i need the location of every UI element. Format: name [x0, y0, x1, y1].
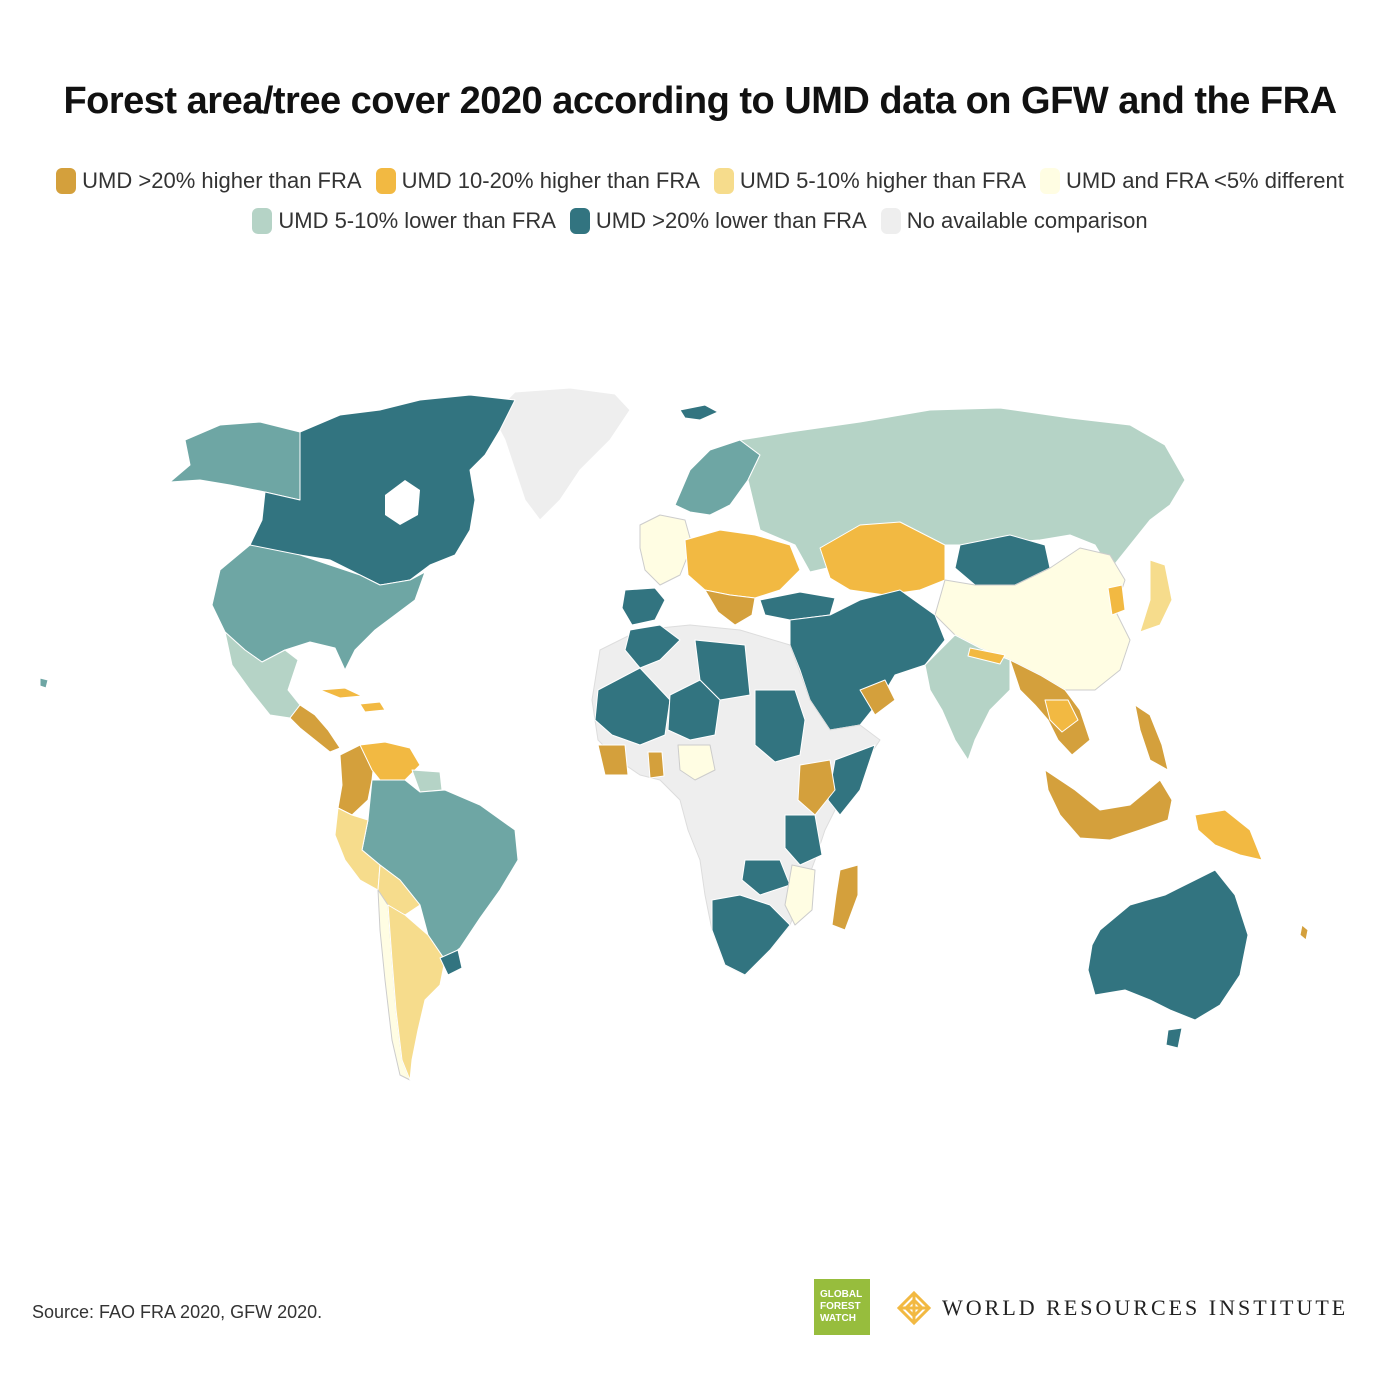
- legend-row-1: UMD >20% higher than FRA UMD 10-20% high…: [0, 168, 1400, 194]
- global-forest-watch-logo: GLOBAL FOREST WATCH: [814, 1279, 870, 1335]
- legend-item-umd-over-20-higher: UMD >20% higher than FRA: [56, 168, 362, 194]
- legend-row-2: UMD 5-10% lower than FRA UMD >20% lower …: [0, 208, 1400, 234]
- wri-logo: WORLD RESOURCES INSTITUTE: [896, 1290, 1348, 1326]
- region-nigeria: [677, 744, 716, 781]
- legend-label: UMD 10-20% higher than FRA: [401, 168, 700, 193]
- region-thailand: [1044, 699, 1079, 733]
- region-tasmania: [1165, 1027, 1183, 1049]
- legend-swatch: [252, 208, 273, 234]
- region-mauritania-mali: [594, 667, 671, 746]
- wri-logo-text: WORLD RESOURCES INSTITUTE: [942, 1295, 1349, 1320]
- legend-item-umd-5-10-higher: UMD 5-10% higher than FRA: [713, 168, 1027, 194]
- region-balkans: [704, 589, 756, 626]
- gfw-logo-line: GLOBAL: [820, 1289, 863, 1300]
- region-chad-niger: [667, 679, 721, 741]
- region-middle-east: [789, 589, 946, 731]
- legend-item-umd-5-10-lower: UMD 5-10% lower than FRA: [252, 208, 556, 234]
- map-title: Forest area/tree cover 2020 according to…: [63, 80, 1337, 122]
- region-mexico: [224, 631, 301, 719]
- legend-label: No available comparison: [906, 208, 1148, 233]
- legend-swatch: [56, 168, 77, 194]
- region-papua-new-guinea: [1194, 809, 1263, 861]
- region-mozambique: [784, 864, 816, 926]
- region-maghreb: [624, 624, 681, 669]
- legend-swatch: [880, 208, 901, 234]
- region-india: [924, 634, 1011, 761]
- legend-item-umd-over-20-lower: UMD >20% lower than FRA: [569, 208, 867, 234]
- region-japan: [1139, 559, 1173, 633]
- region-iceland: [679, 404, 719, 421]
- legend-item-no-comparison: No available comparison: [880, 208, 1148, 234]
- legend-swatch: [569, 208, 590, 234]
- region-new-zealand: [1299, 924, 1309, 941]
- region-kazakhstan: [819, 521, 946, 596]
- region-central-america: [289, 704, 341, 753]
- region-western-europe: [639, 514, 693, 586]
- region-tanzania: [784, 814, 823, 866]
- region-west-africa: [597, 744, 629, 776]
- region-philippines: [1134, 704, 1169, 771]
- legend-swatch: [713, 168, 734, 194]
- region-uruguay: [439, 949, 463, 976]
- region-greenland: [491, 387, 631, 521]
- region-scandinavia: [674, 439, 761, 516]
- region-zambia: [741, 859, 791, 896]
- legend-swatch: [1040, 168, 1061, 194]
- legend-label: UMD 5-10% lower than FRA: [278, 208, 556, 233]
- region-hudson-bay: [385, 480, 420, 525]
- region-libya: [694, 639, 751, 701]
- legend-swatch: [375, 168, 396, 194]
- region-australia: [1087, 869, 1249, 1021]
- world-map: [39, 387, 1309, 1081]
- region-korea: [1107, 584, 1126, 616]
- gfw-logo-line: WATCH: [820, 1313, 856, 1324]
- gfw-logo-line: FOREST: [820, 1301, 861, 1312]
- legend-item-under-5-different: UMD and FRA <5% different: [1040, 168, 1344, 194]
- region-canada: [249, 394, 516, 586]
- legend-label: UMD and FRA <5% different: [1066, 168, 1344, 193]
- region-iberia: [621, 587, 666, 626]
- legend-label: UMD 5-10% higher than FRA: [739, 168, 1027, 193]
- region-malaysia-indonesia: [1044, 769, 1173, 841]
- region-alaska: [169, 421, 301, 501]
- region-ghana: [647, 751, 665, 779]
- source-note: Source: FAO FRA 2020, GFW 2020.: [32, 1302, 323, 1322]
- region-caribbean: [319, 687, 386, 713]
- region-ethiopia: [797, 759, 836, 816]
- region-sudan: [754, 689, 806, 763]
- legend-label: UMD >20% lower than FRA: [595, 208, 867, 233]
- region-central-europe: [684, 529, 801, 599]
- region-madagascar: [831, 864, 859, 931]
- region-southern-africa: [711, 894, 791, 976]
- region-argentina: [387, 904, 446, 1081]
- region-hawaii: [39, 677, 49, 689]
- region-oman-yemen: [859, 679, 896, 716]
- legend-label: UMD >20% higher than FRA: [82, 168, 362, 193]
- legend-item-umd-10-20-higher: UMD 10-20% higher than FRA: [375, 168, 700, 194]
- region-nepal: [967, 647, 1006, 665]
- wri-mark-icon: [896, 1290, 932, 1326]
